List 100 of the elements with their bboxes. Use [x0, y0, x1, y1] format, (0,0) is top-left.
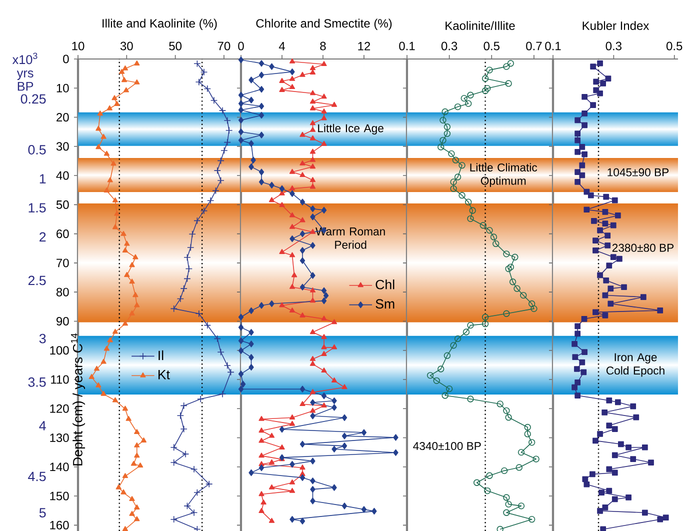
x-tick-label: 0.5 [484, 42, 500, 50]
point [96, 144, 102, 150]
x-tick-label: 0.7 [526, 42, 542, 50]
point [137, 462, 144, 468]
point [112, 397, 118, 402]
annotation: 4340±100 BP [413, 442, 481, 450]
point [132, 292, 138, 298]
point [187, 244, 194, 252]
category-label: 0.5 [28, 145, 46, 154]
point [195, 310, 203, 318]
point [194, 217, 201, 224]
point [206, 480, 213, 488]
point [184, 502, 191, 510]
point [170, 516, 178, 523]
band-label: Iron Age Cold Epoch [606, 353, 664, 377]
x-tick-label: 0 [238, 42, 244, 50]
point [122, 320, 128, 326]
point [204, 85, 212, 92]
y-tick-label: 130 [50, 434, 69, 442]
point [170, 305, 178, 312]
x-tick-label: 0.3 [441, 42, 458, 50]
text: x10$^{3}$ yrs BP [12, 52, 38, 91]
band-label: Little Ice Age [318, 124, 384, 134]
point [114, 210, 120, 216]
point [122, 526, 128, 531]
x-tick-label: 4 [278, 42, 285, 50]
point [217, 348, 224, 356]
point [116, 484, 122, 490]
point [197, 395, 204, 403]
point [96, 382, 102, 388]
point [206, 196, 214, 204]
point [214, 166, 221, 174]
point [97, 110, 103, 116]
point [122, 473, 128, 478]
y-tick-label: 0 [63, 54, 69, 64]
point [200, 68, 208, 76]
category-label: 1 [40, 174, 46, 184]
category-label: 5 [39, 508, 46, 518]
point [122, 65, 128, 70]
point [170, 458, 178, 466]
x-axis-title: Chlorite and Smectite (%) [256, 18, 392, 30]
point [124, 272, 130, 277]
point [212, 187, 220, 194]
point [180, 284, 188, 292]
point [224, 138, 231, 146]
y-tick-label: 90 [56, 316, 69, 326]
point [184, 275, 191, 282]
legend-label: Sm [376, 299, 394, 309]
x-tick-label: 0.3 [606, 42, 622, 50]
point [112, 328, 118, 334]
point [107, 337, 113, 342]
point [112, 95, 118, 100]
category-label: 3.5 [28, 377, 46, 387]
legend-label: Kt [158, 370, 170, 380]
y-tick-label: 10 [56, 84, 69, 92]
x-tick-label: 10 [72, 42, 84, 50]
point [194, 60, 201, 68]
point [134, 60, 140, 66]
band-label: Little Climatic Optimum [470, 163, 538, 188]
point [107, 177, 113, 182]
point [134, 442, 140, 448]
y-tick-label: 40 [56, 171, 69, 180]
point [123, 87, 129, 92]
x-axis-title: Kubler Index [582, 21, 650, 30]
point [112, 197, 118, 202]
point [180, 425, 188, 433]
point [94, 366, 100, 371]
point [110, 160, 116, 166]
point [134, 79, 140, 84]
point [134, 429, 140, 434]
point [220, 146, 228, 154]
y-tick-label: 30 [56, 142, 69, 151]
point [210, 96, 218, 104]
category-label: 0.25 [20, 94, 46, 104]
point [134, 504, 140, 510]
category-label: 1.5 [28, 203, 46, 213]
y-tick-label: 140 [50, 462, 69, 472]
legend-label: Il [158, 350, 164, 360]
point [88, 374, 94, 379]
category-label: 2.5 [28, 276, 46, 286]
x-tick-label: 30 [120, 42, 133, 50]
y-tick-label: 100 [50, 346, 69, 355]
point [129, 496, 135, 502]
point [129, 310, 135, 316]
point [122, 406, 128, 411]
y-tick-label: 160 [50, 520, 69, 530]
point [182, 450, 190, 458]
point [134, 452, 140, 458]
y-tick-label: 60 [56, 230, 69, 238]
annotation: 1045±90 BP [608, 168, 669, 176]
point [195, 78, 203, 86]
point [104, 150, 110, 156]
y-tick-label: 110 [51, 375, 69, 384]
y-axis-title: Depht (cm) / years C$^{14}$ [70, 333, 86, 466]
x-tick-label: 0.1 [399, 42, 415, 50]
point [190, 509, 198, 516]
point [217, 176, 224, 184]
point [188, 230, 196, 238]
x-tick-label: 0.1 [545, 42, 561, 50]
point [134, 302, 140, 308]
